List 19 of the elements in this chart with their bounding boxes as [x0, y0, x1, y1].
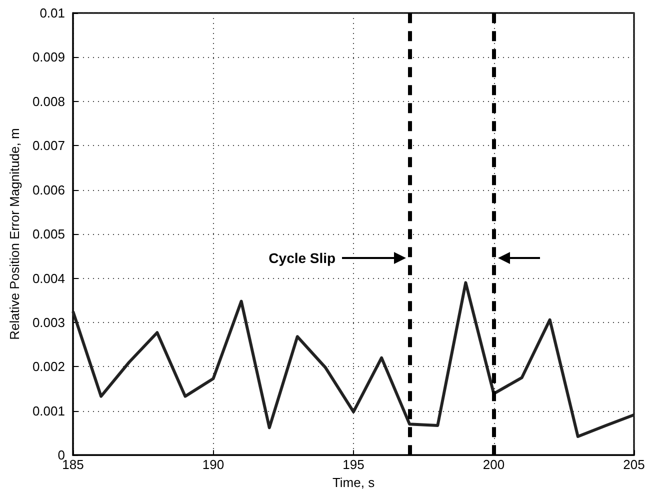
y-tick-label: 0.001: [32, 403, 65, 418]
x-tick-label: 190: [202, 457, 224, 472]
y-tick-label: 0.008: [32, 94, 65, 109]
annotation: Cycle Slip: [268, 250, 336, 266]
y-tick-label: 0: [58, 448, 65, 463]
y-tick-label: 0.007: [32, 138, 65, 154]
x-tick-label: 200: [482, 457, 505, 472]
y-tick-label: 0.009: [32, 50, 65, 65]
line-series: [72, 281, 636, 438]
y-tick-label: 0.01: [40, 6, 65, 20]
y-tick-label: 0.005: [32, 226, 65, 242]
x-tick-label: 195: [342, 457, 364, 472]
y-tick-label: 0.003: [32, 314, 65, 330]
y-axis-title: Relative Position Error Magnitude, m: [7, 128, 22, 340]
y-tick-label: 0.004: [32, 270, 65, 286]
x-axis-title: Time, s: [332, 475, 376, 490]
y-tick-label: 0.002: [32, 359, 65, 374]
y-tick-label: 0.006: [32, 182, 65, 198]
x-tick-label: 205: [623, 457, 645, 472]
